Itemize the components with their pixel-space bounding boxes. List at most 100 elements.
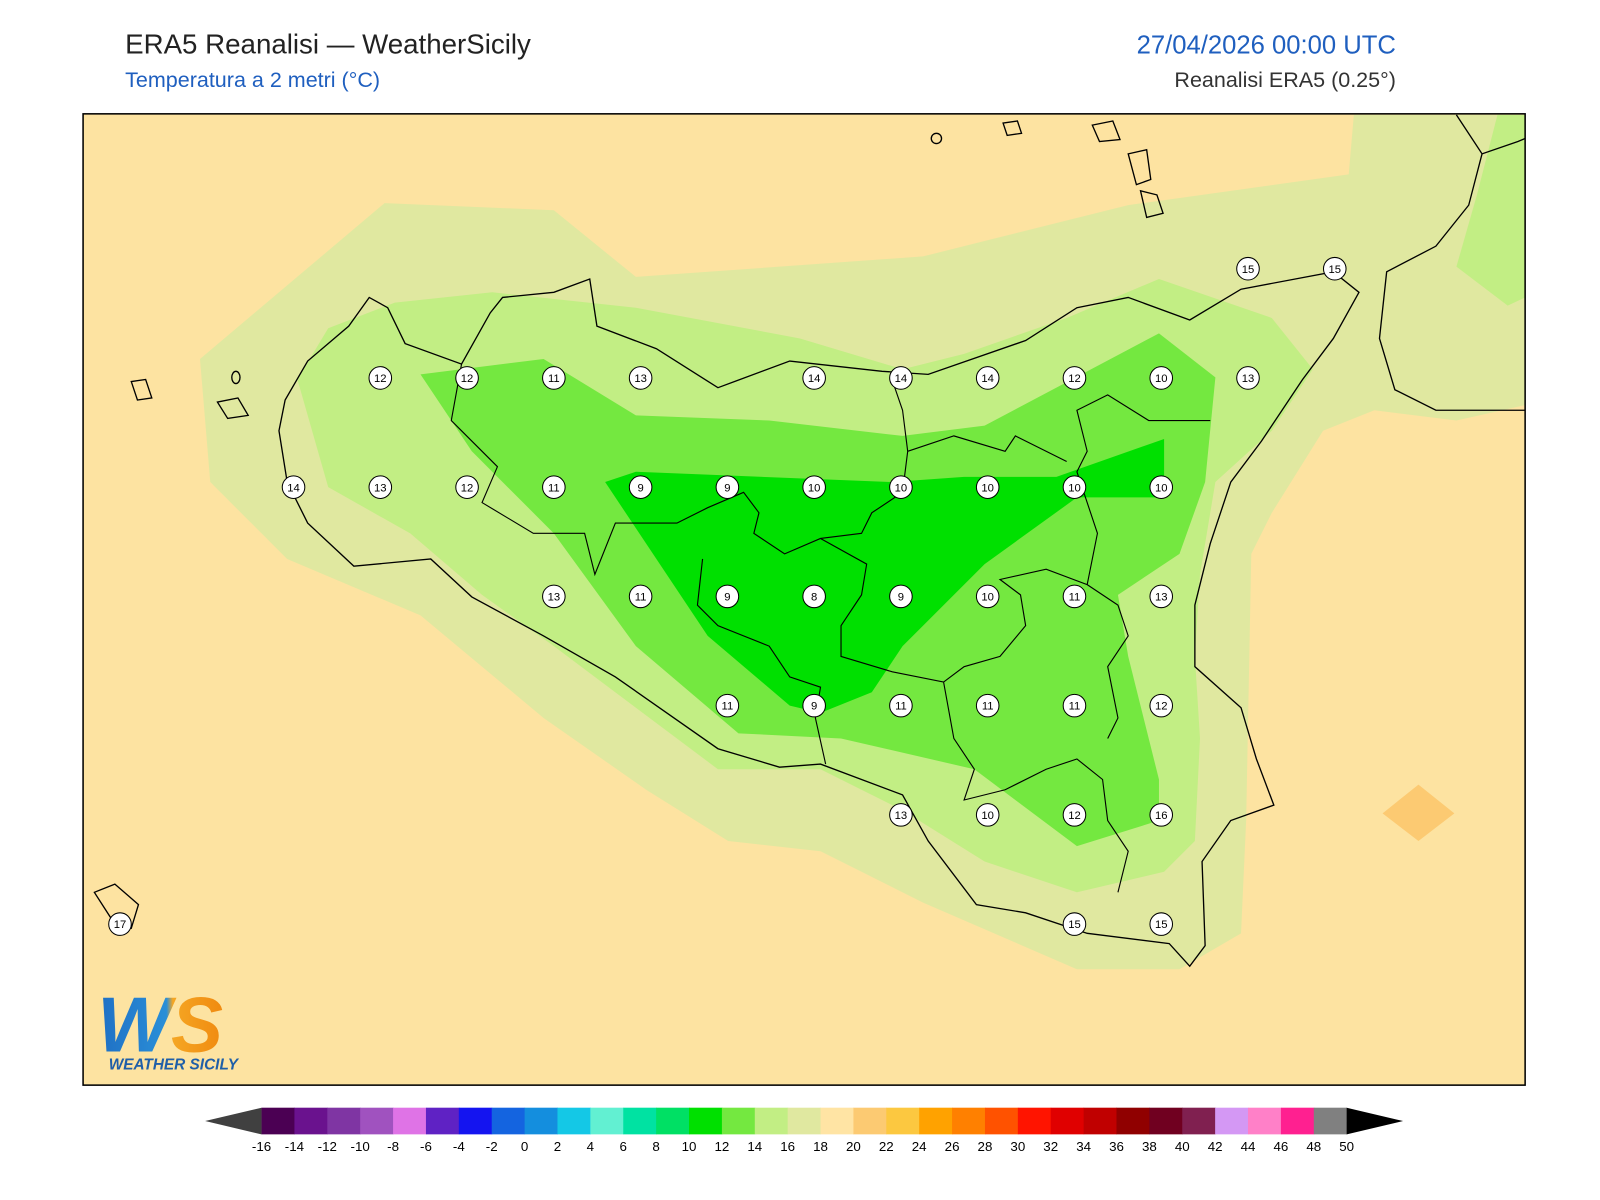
colorbar-bin xyxy=(1182,1107,1216,1135)
point-label: 14 xyxy=(287,482,300,494)
point-label: 15 xyxy=(1242,264,1255,276)
point-label: 13 xyxy=(548,592,561,604)
point-marker xyxy=(1322,256,1347,281)
point-marker xyxy=(1149,803,1174,827)
colorbar-tick-label: 6 xyxy=(620,1139,627,1154)
temperature-point: 10 xyxy=(975,475,1000,499)
subtitle: Temperatura a 2 metri (°C) xyxy=(125,68,380,92)
source: Reanalisi ERA5 (0.25°) xyxy=(1174,68,1395,92)
temperature-point: 12 xyxy=(368,366,393,390)
contour-18-20 xyxy=(1382,784,1455,842)
colorbar-bin xyxy=(557,1107,591,1135)
colorbar-bin xyxy=(1313,1107,1348,1135)
point-label: 14 xyxy=(981,373,994,385)
colorbar-over xyxy=(1346,1107,1404,1135)
colorbar-tick-label: 4 xyxy=(587,1139,595,1154)
point-marker xyxy=(368,475,393,499)
colorbar-bin xyxy=(820,1107,854,1135)
point-marker xyxy=(628,584,653,609)
temperature-point: 11 xyxy=(542,475,566,499)
colorbar-tick-label: 22 xyxy=(879,1139,894,1154)
point-label: 10 xyxy=(981,482,994,494)
colorbar-bin xyxy=(754,1107,789,1135)
map-frame xyxy=(82,113,1526,1086)
point-label: 11 xyxy=(982,701,994,713)
point-label: 10 xyxy=(808,482,821,494)
point-marker xyxy=(975,693,1000,718)
colorbar-bin xyxy=(1280,1107,1315,1135)
temperature-point: 10 xyxy=(1149,475,1174,499)
point-label: 15 xyxy=(1155,919,1168,931)
temperature-point: 8 xyxy=(802,584,826,609)
province-boundaries xyxy=(450,364,1211,893)
temperature-point: 13 xyxy=(1236,366,1260,390)
temperature-point: 13 xyxy=(368,475,393,499)
temperature-point: 9 xyxy=(889,584,913,609)
temperature-point: 13 xyxy=(1149,584,1174,609)
colorbar-bin xyxy=(689,1107,723,1135)
temperature-point: 9 xyxy=(802,693,826,718)
point-label: 10 xyxy=(1068,482,1081,494)
colorbar-bin xyxy=(327,1107,361,1135)
point-marker xyxy=(715,475,740,499)
colorbar-tick-label: 40 xyxy=(1175,1139,1190,1154)
temperature-point: 12 xyxy=(1062,366,1087,390)
point-label: 10 xyxy=(1155,373,1168,385)
colorbar-bin xyxy=(952,1107,986,1135)
islands xyxy=(93,120,1164,930)
temperature-point: 14 xyxy=(802,366,826,390)
point-label: 11 xyxy=(895,701,907,713)
point-label: 13 xyxy=(634,373,647,385)
point-marker xyxy=(1062,366,1087,390)
coastline xyxy=(278,271,1360,968)
point-marker xyxy=(1236,366,1260,390)
point-label: 10 xyxy=(981,592,994,604)
point-label: 14 xyxy=(808,373,821,385)
colorbar-tick-label: 8 xyxy=(652,1139,659,1154)
point-marker xyxy=(1149,584,1174,609)
temperature-point: 15 xyxy=(1322,256,1347,281)
colorbar-tick-label: 28 xyxy=(978,1139,993,1154)
point-label: 10 xyxy=(895,482,908,494)
point-marker xyxy=(628,366,653,390)
colorbar-bin xyxy=(787,1107,822,1135)
colorbar-tick-label: 16 xyxy=(780,1139,795,1154)
point-label: 8 xyxy=(811,592,817,604)
point-label: 9 xyxy=(898,592,904,604)
point-marker xyxy=(889,803,913,827)
point-marker xyxy=(542,475,566,499)
colorbar-bin xyxy=(984,1107,1019,1135)
colorbar-tick-label: 34 xyxy=(1076,1139,1091,1154)
temperature-point: 11 xyxy=(975,693,1000,718)
point-label: 12 xyxy=(374,373,387,385)
colorbar-tick-label: -12 xyxy=(318,1139,337,1154)
point-label: 13 xyxy=(374,482,387,494)
colorbar-bin xyxy=(360,1107,394,1135)
temperature-point: 11 xyxy=(715,693,740,718)
point-label: 12 xyxy=(461,373,474,385)
colorbar-bin xyxy=(294,1107,328,1135)
point-marker xyxy=(715,584,740,609)
colorbar-bin xyxy=(393,1107,427,1135)
point-label: 10 xyxy=(981,810,994,822)
colorbar-tick-label: 30 xyxy=(1010,1139,1025,1154)
colorbar-tick-label: -14 xyxy=(285,1139,305,1154)
point-label: 10 xyxy=(1155,482,1168,494)
temperature-point: 14 xyxy=(975,366,1000,390)
point-label: 13 xyxy=(1242,373,1255,385)
colorbar-tick-label: 42 xyxy=(1208,1139,1223,1154)
point-marker xyxy=(889,366,913,390)
logo: WS WEATHER SICILY xyxy=(97,980,239,1073)
temperature-point: 14 xyxy=(889,366,913,390)
temperature-point: 13 xyxy=(889,803,913,827)
colorbar-tick-label: 12 xyxy=(714,1139,729,1154)
point-label: 11 xyxy=(1069,592,1081,604)
colorbar-tick-label: -8 xyxy=(387,1139,399,1154)
point-marker xyxy=(975,366,1000,390)
point-marker xyxy=(1062,584,1087,609)
temperature-point: 16 xyxy=(1149,803,1174,827)
point-label: 9 xyxy=(724,592,730,604)
temperature-point: 10 xyxy=(889,475,913,499)
colorbar-bin xyxy=(425,1107,460,1135)
point-label: 11 xyxy=(722,701,734,713)
